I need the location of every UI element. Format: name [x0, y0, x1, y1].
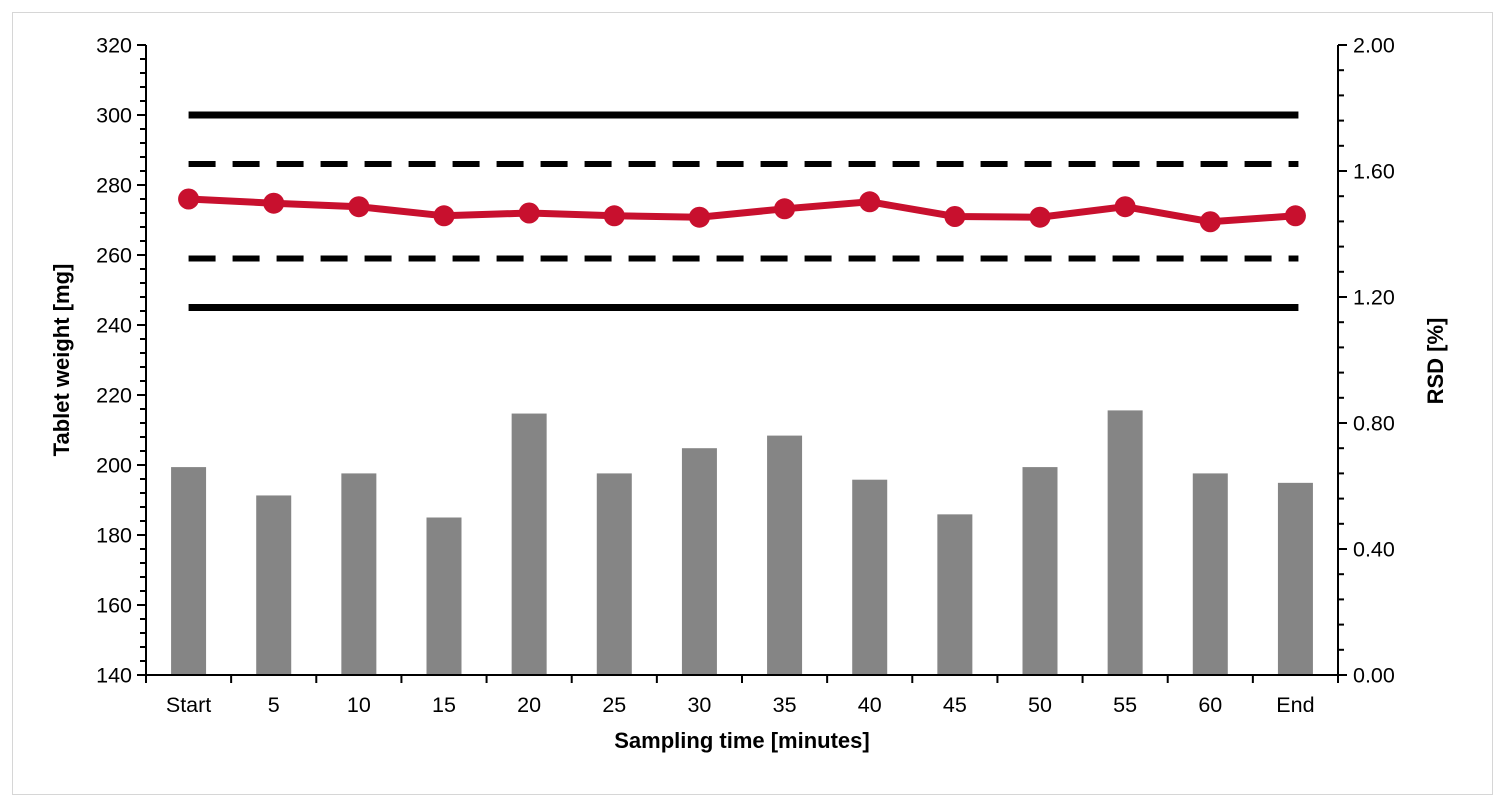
bar-End [1277, 482, 1313, 675]
bar-20 [511, 413, 547, 675]
weight-marker-50 [1029, 206, 1051, 228]
left-tick-label: 320 [96, 34, 132, 58]
left-tick-label: 260 [96, 244, 132, 268]
left-tick-label: 300 [96, 104, 132, 128]
right-tick-label: 0.00 [1353, 664, 1395, 688]
x-tick-label: 25 [602, 693, 626, 717]
left-tick-label: 220 [96, 384, 132, 408]
bar-Start [171, 467, 207, 675]
x-tick-label: 15 [432, 693, 456, 717]
x-tick-label: 35 [773, 693, 797, 717]
bar-10 [341, 473, 377, 675]
bar-25 [596, 473, 632, 675]
weight-marker-Start [178, 188, 200, 210]
x-tick-label: Start [166, 693, 211, 717]
x-tick-label: 10 [347, 693, 371, 717]
x-axis-title: Sampling time [minutes] [614, 728, 870, 753]
x-tick-label: 30 [687, 693, 711, 717]
x-tick-label: 60 [1198, 693, 1222, 717]
bar-50 [1022, 467, 1058, 675]
weight-marker-End [1284, 205, 1306, 227]
right-tick-label: 1.20 [1353, 286, 1395, 310]
weight-marker-30 [688, 206, 710, 228]
left-axis-title: Tablet weight [mg] [49, 263, 74, 457]
bar-60 [1192, 473, 1228, 675]
bar-5 [256, 495, 292, 675]
bar-30 [681, 448, 717, 675]
weight-marker-20 [518, 202, 540, 224]
weight-marker-35 [774, 198, 796, 220]
bar-35 [767, 435, 803, 675]
left-tick-label: 240 [96, 314, 132, 338]
right-tick-label: 1.60 [1353, 160, 1395, 184]
left-tick-label: 200 [96, 454, 132, 478]
bar-15 [426, 517, 462, 675]
left-tick-label: 140 [96, 664, 132, 688]
right-axis-title: RSD [%] [1423, 317, 1448, 405]
right-tick-label: 2.00 [1353, 34, 1395, 58]
weight-line [188, 195, 1296, 226]
x-tick-label: 55 [1113, 693, 1137, 717]
right-tick-label: 0.40 [1353, 538, 1395, 562]
bar-40 [852, 479, 888, 675]
x-tick-label: 45 [943, 693, 967, 717]
left-tick-label: 280 [96, 174, 132, 198]
x-tick-label: 5 [268, 693, 280, 717]
weight-marker-25 [603, 205, 625, 227]
left-tick-label: 160 [96, 594, 132, 618]
x-tick-label: 40 [858, 693, 882, 717]
bar-55 [1107, 410, 1143, 675]
x-tick-label: End [1276, 693, 1314, 717]
x-tick-label: 50 [1028, 693, 1052, 717]
bar-45 [937, 514, 973, 675]
weight-marker-10 [348, 196, 370, 218]
weight-marker-45 [944, 206, 966, 227]
left-tick-label: 180 [96, 524, 132, 548]
weight-marker-15 [433, 205, 455, 227]
weight-marker-60 [1199, 211, 1221, 233]
x-tick-label: 20 [517, 693, 541, 717]
weight-marker-40 [859, 191, 881, 213]
weight-marker-55 [1114, 196, 1136, 218]
right-tick-label: 0.80 [1353, 412, 1395, 436]
chart-frame [12, 12, 1493, 795]
weight-marker-5 [263, 192, 285, 214]
